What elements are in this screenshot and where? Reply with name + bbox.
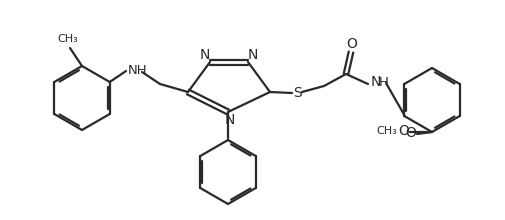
Text: O: O [346,37,358,51]
Text: O: O [398,124,410,138]
Text: CH₃: CH₃ [377,126,397,136]
Text: N: N [200,48,210,62]
Text: N: N [371,75,381,89]
Text: O: O [406,126,417,140]
Text: CH₃: CH₃ [58,34,78,44]
Text: N: N [225,113,235,127]
Text: H: H [379,75,389,88]
Text: NH: NH [128,64,148,77]
Text: N: N [248,48,258,62]
Text: S: S [292,86,301,100]
